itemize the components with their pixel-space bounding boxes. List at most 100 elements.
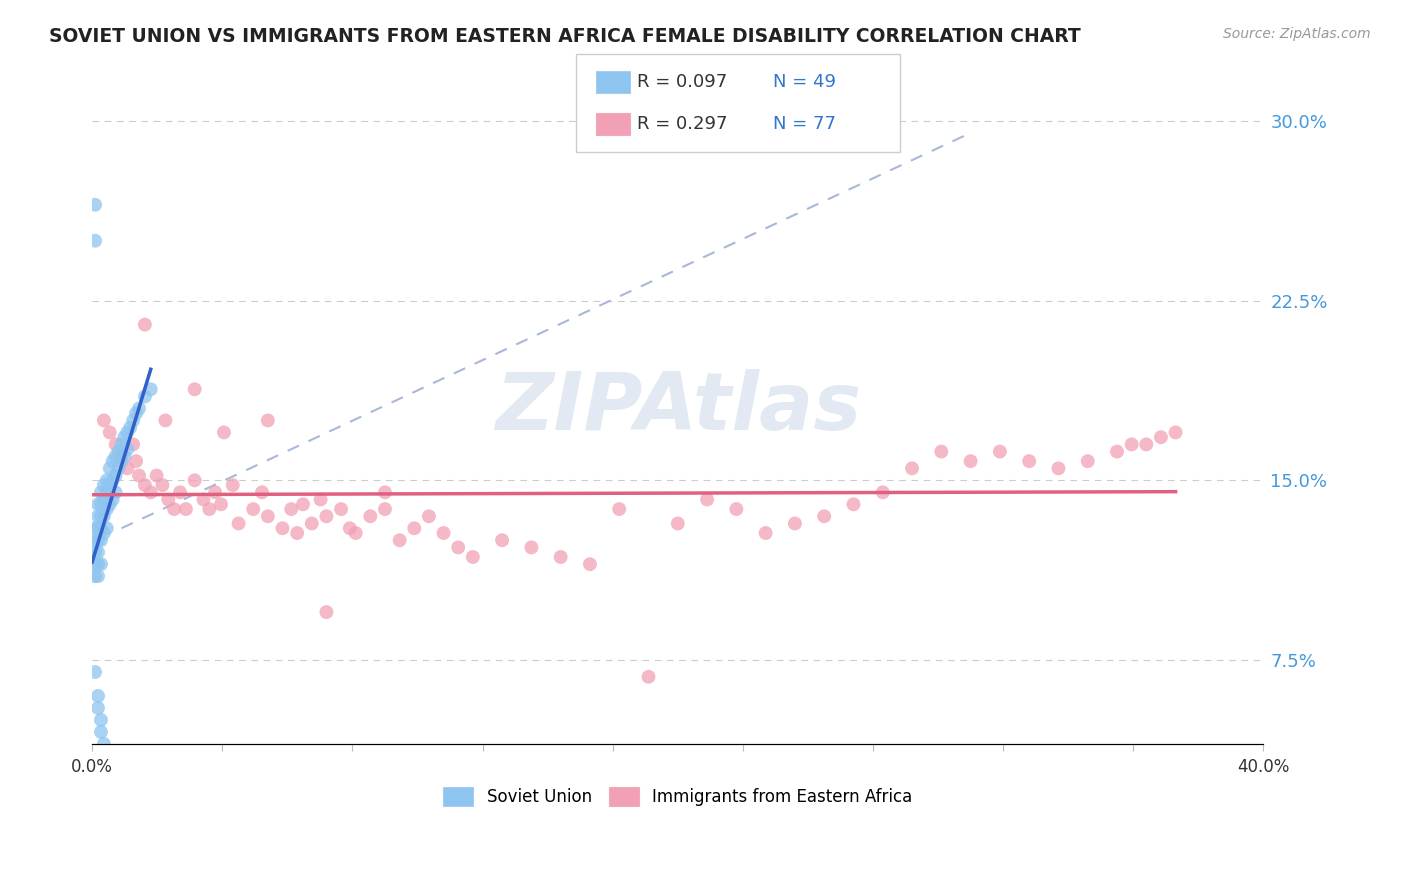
Point bbox=[250, 485, 273, 500]
Point bbox=[112, 450, 135, 464]
Point bbox=[84, 521, 107, 535]
Point bbox=[93, 526, 115, 541]
Point bbox=[301, 516, 323, 531]
Point bbox=[107, 461, 129, 475]
Point bbox=[931, 444, 953, 458]
Point bbox=[155, 413, 177, 427]
Point bbox=[198, 502, 221, 516]
Point bbox=[96, 473, 118, 487]
Point bbox=[98, 425, 121, 440]
Point bbox=[101, 454, 124, 468]
Point bbox=[1164, 425, 1187, 440]
Point bbox=[461, 549, 484, 564]
Point bbox=[96, 485, 118, 500]
Point bbox=[783, 516, 806, 531]
Point bbox=[520, 541, 543, 555]
Point bbox=[125, 406, 148, 420]
Point bbox=[666, 516, 689, 531]
Point bbox=[359, 509, 381, 524]
Point bbox=[842, 497, 865, 511]
Point bbox=[183, 382, 205, 396]
Point bbox=[183, 473, 205, 487]
Point bbox=[374, 485, 396, 500]
Point bbox=[87, 521, 110, 535]
Point bbox=[110, 450, 132, 464]
Point bbox=[285, 526, 308, 541]
Point bbox=[212, 425, 235, 440]
Point bbox=[432, 526, 454, 541]
Point bbox=[1047, 461, 1070, 475]
Text: R = 0.097: R = 0.097 bbox=[637, 73, 727, 91]
Point bbox=[152, 478, 174, 492]
Point bbox=[388, 533, 411, 548]
Point bbox=[315, 509, 337, 524]
Point bbox=[169, 485, 191, 500]
Point bbox=[87, 497, 110, 511]
Text: N = 77: N = 77 bbox=[773, 115, 837, 133]
Point bbox=[93, 737, 115, 751]
Point bbox=[90, 521, 112, 535]
Point bbox=[607, 502, 630, 516]
Point bbox=[134, 389, 156, 403]
Point bbox=[157, 492, 180, 507]
Point bbox=[122, 437, 145, 451]
Point bbox=[209, 497, 232, 511]
Point bbox=[87, 558, 110, 572]
Point bbox=[90, 558, 112, 572]
Point bbox=[90, 509, 112, 524]
Point bbox=[87, 569, 110, 583]
Point bbox=[1135, 437, 1157, 451]
Point bbox=[292, 497, 315, 511]
Text: SOVIET UNION VS IMMIGRANTS FROM EASTERN AFRICA FEMALE DISABILITY CORRELATION CHA: SOVIET UNION VS IMMIGRANTS FROM EASTERN … bbox=[49, 27, 1081, 45]
Point bbox=[87, 509, 110, 524]
Text: N = 49: N = 49 bbox=[773, 73, 837, 91]
Point bbox=[1150, 430, 1173, 444]
Point bbox=[122, 413, 145, 427]
Point bbox=[87, 689, 110, 703]
Point bbox=[112, 430, 135, 444]
Point bbox=[134, 318, 156, 332]
Point bbox=[134, 478, 156, 492]
Point bbox=[330, 502, 353, 516]
Point bbox=[104, 437, 127, 451]
Point bbox=[579, 558, 602, 572]
Point bbox=[90, 713, 112, 727]
Point bbox=[1018, 454, 1040, 468]
Point bbox=[110, 437, 132, 451]
Point bbox=[163, 502, 186, 516]
Point bbox=[93, 413, 115, 427]
Point bbox=[125, 454, 148, 468]
Point bbox=[696, 492, 718, 507]
Point bbox=[104, 468, 127, 483]
Point bbox=[101, 492, 124, 507]
Point bbox=[139, 382, 162, 396]
Point bbox=[110, 454, 132, 468]
Point bbox=[344, 526, 367, 541]
Point bbox=[447, 541, 470, 555]
Point bbox=[84, 558, 107, 572]
Point bbox=[98, 497, 121, 511]
Point bbox=[98, 478, 121, 492]
Point bbox=[901, 461, 924, 475]
Point bbox=[101, 473, 124, 487]
Point bbox=[374, 502, 396, 516]
Point bbox=[959, 454, 981, 468]
Point bbox=[550, 549, 572, 564]
Point bbox=[117, 425, 139, 440]
Point bbox=[339, 521, 361, 535]
Point bbox=[145, 468, 167, 483]
Point bbox=[87, 545, 110, 559]
Point bbox=[104, 485, 127, 500]
Point bbox=[271, 521, 294, 535]
Point bbox=[988, 444, 1011, 458]
Point bbox=[193, 492, 215, 507]
Point bbox=[1077, 454, 1099, 468]
Point bbox=[96, 502, 118, 516]
Point bbox=[84, 665, 107, 679]
Point bbox=[120, 420, 142, 434]
Point bbox=[280, 502, 302, 516]
Point bbox=[309, 492, 332, 507]
Point bbox=[84, 234, 107, 248]
Text: R = 0.297: R = 0.297 bbox=[637, 115, 727, 133]
Point bbox=[84, 569, 107, 583]
